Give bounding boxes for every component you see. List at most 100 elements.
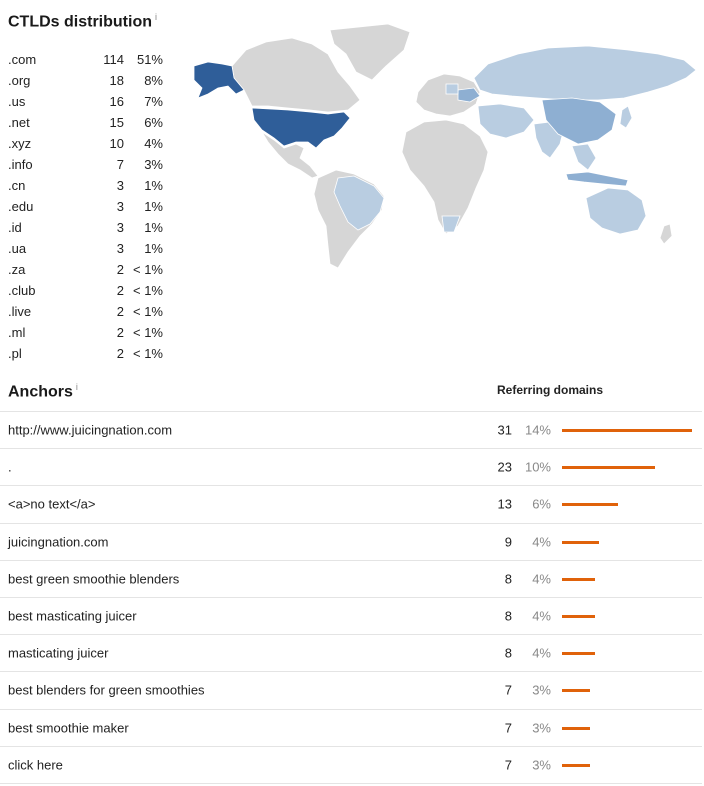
anchor-ref-domains-count[interactable]: 7 [504,682,512,698]
asia-oceania-region [473,45,697,245]
anchor-ref-domains-count[interactable]: 8 [504,571,512,587]
tld-name: .net [8,115,30,130]
tld-percent: 1% [144,199,163,214]
info-icon[interactable]: i [154,12,157,22]
anchor-text[interactable]: best masticating juicer [8,608,137,624]
map-china[interactable] [541,97,617,145]
anchor-share-bar [562,615,595,619]
tld-name: .id [8,220,22,235]
anchor-ref-domains-count[interactable]: 8 [504,645,512,661]
tld-percent: < 1% [133,304,163,319]
anchor-ref-domains-count[interactable]: 7 [504,757,512,773]
anchor-share-bar [562,577,595,581]
ctld-row: .us 16 7% [8,91,168,112]
map-russia[interactable] [473,45,697,101]
ctld-row: .com 114 51% [8,49,168,70]
tld-count: 3 [116,220,124,235]
tld-count: 2 [116,346,124,361]
anchor-text[interactable]: click here [8,757,63,773]
tld-count: 15 [109,115,124,130]
anchor-row[interactable]: <a>no text</a> 13 6% [0,486,702,524]
map-australia[interactable] [585,187,647,235]
ctld-row: .ua 3 1% [8,238,168,259]
anchor-share-bar [562,429,692,433]
anchor-text[interactable]: . [8,459,12,475]
tld-count: 2 [116,283,124,298]
anchor-ref-domains-count[interactable]: 31 [497,422,512,438]
ctld-row: .za 2 < 1% [8,259,168,280]
anchor-row[interactable]: click here 7 3% [0,747,702,784]
map-usa[interactable] [251,107,351,149]
map-africa[interactable] [401,119,489,235]
tld-percent: < 1% [133,283,163,298]
tld-count: 3 [116,178,124,193]
map-mexico[interactable] [261,131,319,179]
anchor-ref-domains-count[interactable]: 9 [504,534,512,550]
anchors-title: Anchors i [8,382,78,401]
anchor-share-bar [562,726,590,730]
ctld-row: .edu 3 1% [8,196,168,217]
tld-name: .club [8,283,36,298]
anchor-percent: 10% [524,459,551,475]
tld-name: .za [8,262,26,277]
tld-percent: 8% [144,73,163,88]
map-europe[interactable] [415,73,481,117]
ctld-row: .xyz 10 4% [8,133,168,154]
anchor-text[interactable]: <a>no text</a> [8,496,96,512]
map-greenland[interactable] [329,23,411,81]
anchor-text[interactable]: http://www.juicingnation.com [8,422,173,438]
tld-name: .ua [8,241,27,256]
tld-name: .org [8,73,31,88]
tld-count: 114 [103,52,124,67]
anchor-row[interactable]: best masticating juicer 8 4% [0,598,702,636]
anchor-text[interactable]: best green smoothie blenders [8,571,180,587]
anchor-percent: 4% [532,645,551,661]
tld-count: 2 [116,325,124,340]
ctld-row: .live 2 < 1% [8,301,168,322]
anchor-text[interactable]: masticating juicer [8,645,109,661]
anchor-percent: 3% [532,757,551,773]
anchor-share-bar [562,466,655,470]
map-ukraine[interactable] [457,87,481,103]
ctld-row: .ml 2 < 1% [8,322,168,343]
tld-percent: 1% [144,241,163,256]
anchor-ref-domains-count[interactable]: 7 [504,720,512,736]
ctld-row: .org 18 8% [8,70,168,91]
map-southeast-asia[interactable] [571,143,597,171]
map-new-zealand[interactable] [659,223,673,245]
info-icon[interactable]: i [75,382,78,392]
anchor-ref-domains-count[interactable]: 8 [504,608,512,624]
tld-count: 7 [116,157,124,172]
map-middle-east[interactable] [477,103,535,139]
anchor-text[interactable]: juicingnation.com [8,534,109,550]
anchor-row[interactable]: best green smoothie blenders 8 4% [0,561,702,598]
map-south-africa[interactable] [441,215,461,233]
tld-percent: 4% [144,136,163,151]
anchor-text[interactable]: best blenders for green smoothies [8,682,205,698]
anchor-row[interactable]: . 23 10% [0,449,702,487]
map-japan[interactable] [619,105,633,129]
tld-count: 10 [109,136,124,151]
anchor-share-bar [562,503,618,507]
map-brazil[interactable] [333,175,385,231]
map-poland[interactable] [445,83,459,95]
anchor-percent: 3% [532,720,551,736]
tld-name: .edu [8,199,34,214]
map-indonesia[interactable] [565,171,629,187]
world-map [193,23,697,269]
anchor-percent: 4% [532,534,551,550]
anchor-share-bar [562,652,595,656]
anchor-row[interactable]: http://www.juicingnation.com 31 14% [0,412,702,450]
map-alaska[interactable] [193,61,245,99]
map-canada[interactable] [231,37,361,113]
anchor-share-bar [562,689,590,693]
anchor-ref-domains-count[interactable]: 13 [497,496,512,512]
anchor-row[interactable]: masticating juicer 8 4% [0,635,702,673]
anchor-ref-domains-count[interactable]: 23 [497,459,512,475]
anchor-row[interactable]: best blenders for green smoothies 7 3% [0,672,702,710]
anchor-row[interactable]: juicingnation.com 9 4% [0,524,702,561]
tld-count: 3 [116,241,124,256]
referring-domains-header[interactable]: Referring domains [497,383,604,397]
anchor-row[interactable]: best smoothie maker 7 3% [0,710,702,747]
anchor-text[interactable]: best smoothie maker [8,720,129,736]
